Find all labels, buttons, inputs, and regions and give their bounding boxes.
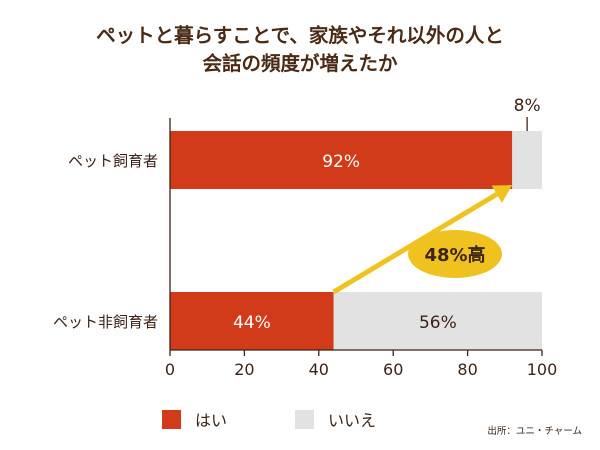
legend-swatch-no (295, 409, 315, 429)
x-tick-label-2: 40 (309, 360, 329, 379)
x-tick-label-4: 80 (457, 360, 477, 379)
category-label-1: ペット非飼育者 (53, 313, 158, 331)
legend-label-yes: はい (195, 411, 228, 430)
x-tick-label-0: 0 (165, 360, 175, 379)
growth-arrow-head (491, 185, 513, 203)
growth-badge (408, 230, 502, 278)
source-note: 出所：ユニ・チャーム (487, 426, 582, 437)
legend-swatch-yes (162, 409, 181, 429)
chart-title: ペットと暮らすことで、家族やそれ以外の人と 会話の頻度が増えたか (0, 22, 600, 78)
data-label-no-0: 8% (514, 96, 541, 116)
chart-title-line-1: ペットと暮らすことで、家族やそれ以外の人と (96, 24, 504, 47)
data-label-yes-0: 92% (322, 152, 360, 172)
legend: はい いいえ (162, 408, 444, 430)
bar-yes-0 (170, 131, 513, 189)
x-tick-label-3: 60 (383, 360, 403, 379)
x-tick-label-5: 100 (527, 360, 558, 379)
x-tick-label-1: 20 (234, 360, 254, 379)
data-label-no-1: 56% (419, 313, 457, 333)
bar-no-1 (333, 292, 542, 350)
category-label-0: ペット飼育者 (68, 152, 158, 170)
bar-no-0 (512, 131, 542, 189)
legend-item-yes: はい (162, 407, 227, 431)
growth-badge-label: 48%高 (424, 244, 485, 266)
data-label-yes-1: 44% (233, 313, 271, 333)
legend-item-no: いいえ (295, 407, 376, 431)
chart-title-line-2: 会話の頻度が増えたか (202, 52, 398, 75)
legend-label-no: いいえ (328, 411, 377, 430)
bar-yes-1 (170, 292, 334, 350)
